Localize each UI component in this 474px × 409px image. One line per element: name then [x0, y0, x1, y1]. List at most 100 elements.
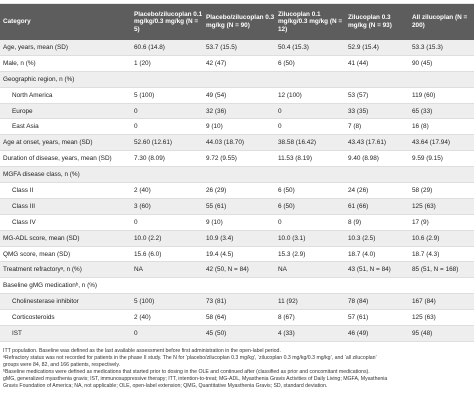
cell-zilucoplan-0-3: 46 (49) [348, 329, 369, 337]
header-zilucoplan-0-3: Zilucoplan 0.3 mg/kg (N = 93) [348, 14, 392, 29]
cell-placebo-zilucoplan-0-1: 3 (60) [134, 202, 151, 210]
cell-zilucoplan-0-1: 11.53 (8.19) [278, 155, 312, 163]
cell-zilucoplan-0-1: 8 (67) [278, 314, 295, 322]
table-row: Age, years, mean (SD) 60.6 (14.8) 53.7 (15… [0, 40, 474, 56]
footnote: ᵃRefractory status was not recorded for … [3, 355, 377, 362]
cell-placebo-zilucoplan-0-3: 42 (50, N = 84) [206, 266, 249, 274]
table-row: MGFA disease class, n (%) [0, 167, 474, 184]
cell-placebo-zilucoplan-0-1: 2 (40) [134, 186, 151, 194]
table-row: Corticosteroids 2 (40) 58 (64) 8 (67) 57 (61… [0, 310, 474, 327]
cell-placebo-zilucoplan-0-1: 0 [134, 329, 138, 337]
table-row: East Asia 0 9 (10) 0 7 (8) 16 (8) [0, 119, 474, 136]
table-header: Category Placebo/zilucoplan 0.1 mg/kg/0.… [0, 4, 474, 40]
cell-zilucoplan-0-1: 38.58 (16.42) [278, 139, 317, 147]
cell-all-zilucoplan: 85 (51, N = 168) [412, 266, 459, 274]
cell-zilucoplan-0-1: 6 (50) [278, 59, 295, 67]
table-row: Duration of disease, years, mean (SD) 7.3… [0, 151, 474, 168]
row-label: IST [12, 329, 22, 337]
cell-zilucoplan-0-3: 61 (66) [348, 202, 369, 210]
table-footnotes: ITT population. Baseline was defined as … [0, 342, 474, 391]
cell-placebo-zilucoplan-0-3: 10.9 (3.4) [206, 234, 234, 242]
cell-all-zilucoplan: 119 (60) [412, 91, 436, 99]
cell-all-zilucoplan: 90 (45) [412, 59, 433, 67]
row-label: Male, n (%) [3, 59, 36, 67]
cell-placebo-zilucoplan-0-3: 19.4 (4.5) [206, 250, 234, 258]
row-label: North America [12, 91, 53, 99]
table-row: Baseline gMG medicationᵇ, n (%) [0, 278, 474, 295]
footnote: ITT population. Baseline was defined as … [3, 347, 281, 354]
cell-placebo-zilucoplan-0-3: 44.03 (18.70) [206, 139, 245, 147]
table-body: Age, years, mean (SD) 60.6 (14.8) 53.7 (15… [0, 40, 474, 342]
cell-zilucoplan-0-1: 50.4 (15.3) [278, 43, 309, 51]
cell-placebo-zilucoplan-0-1: 52.60 (12.61) [134, 139, 173, 147]
cell-zilucoplan-0-3: 41 (44) [348, 59, 369, 67]
row-label: Age, years, mean (SD) [3, 43, 68, 51]
row-label: Corticosteroids [12, 314, 55, 322]
row-label: Treatment refractoryᵃ, n (%) [3, 266, 82, 274]
cell-placebo-zilucoplan-0-3: 9 (10) [206, 218, 223, 226]
row-label: QMG score, mean (SD) [3, 250, 71, 258]
cell-placebo-zilucoplan-0-3: 9 (10) [206, 123, 223, 131]
cell-all-zilucoplan: 17 (9) [412, 218, 429, 226]
cell-zilucoplan-0-3: 8 (9) [348, 218, 362, 226]
cell-placebo-zilucoplan-0-1: 0 [134, 218, 138, 226]
cell-zilucoplan-0-1: NA [278, 266, 287, 274]
cell-placebo-zilucoplan-0-3: 53.7 (15.5) [206, 43, 237, 51]
table-row: QMG score, mean (SD) 15.6 (6.0) 19.4 (4.5)… [0, 247, 474, 263]
row-label: Duration of disease, years, mean (SD) [3, 155, 112, 163]
cell-all-zilucoplan: 43.64 (17.94) [412, 139, 451, 147]
cell-placebo-zilucoplan-0-1: 15.6 (6.0) [134, 250, 162, 258]
header-category: Category [3, 18, 31, 26]
table-row: Europe 0 32 (36) 0 33 (35) 65 (33) [0, 103, 474, 120]
footnote: groups were 84, 82, and 166 patients, re… [3, 362, 120, 369]
cell-placebo-zilucoplan-0-1: NA [134, 266, 143, 274]
cell-placebo-zilucoplan-0-3: 26 (29) [206, 186, 227, 194]
cell-all-zilucoplan: 9.59 (9.15) [412, 155, 443, 163]
cell-zilucoplan-0-3: 57 (61) [348, 314, 369, 322]
cell-zilucoplan-0-1: 0 [278, 107, 282, 115]
cell-zilucoplan-0-3: 52.9 (15.4) [348, 43, 379, 51]
footnote: Gravis Foundation of America; NA, not ap… [3, 383, 328, 390]
table-row: Class III 3 (60) 55 (61) 6 (50) 61 (66) 125 (… [0, 198, 474, 215]
row-label: Geographic region, n (%) [3, 75, 75, 83]
header-all-zilucoplan: All zilucoplan (N = 200) [412, 14, 468, 29]
cell-placebo-zilucoplan-0-1: 1 (20) [134, 59, 151, 67]
cell-placebo-zilucoplan-0-3: 45 (50) [206, 329, 227, 337]
cell-placebo-zilucoplan-0-3: 42 (47) [206, 59, 227, 67]
table-row: Male, n (%) 1 (20) 42 (47) 6 (50) 41 (44) 90 … [0, 56, 474, 72]
cell-all-zilucoplan: 167 (84) [412, 298, 436, 306]
row-label: Class IV [12, 218, 36, 226]
cell-all-zilucoplan: 10.6 (2.9) [412, 234, 440, 242]
cell-zilucoplan-0-1: 4 (33) [278, 329, 295, 337]
table-row: North America 5 (100) 49 (54) 12 (100) 53 (5… [0, 88, 474, 104]
table-row: MG-ADL score, mean (SD) 10.0 (2.2) 10.9 (3… [0, 230, 474, 247]
cell-zilucoplan-0-3: 78 (84) [348, 298, 369, 306]
table-row: Age at onset, years, mean (SD) 52.60 (12.… [0, 135, 474, 152]
cell-all-zilucoplan: 65 (33) [412, 107, 433, 115]
table-row: Class IV 0 9 (10) 0 8 (9) 17 (9) [0, 215, 474, 231]
cell-zilucoplan-0-3: 10.3 (2.5) [348, 234, 376, 242]
previous-content-edge [0, 0, 474, 4]
cell-zilucoplan-0-1: 11 (92) [278, 298, 298, 306]
cell-zilucoplan-0-1: 6 (50) [278, 186, 295, 194]
cell-placebo-zilucoplan-0-1: 10.0 (2.2) [134, 234, 162, 242]
cell-all-zilucoplan: 125 (63) [412, 314, 436, 322]
cell-zilucoplan-0-1: 0 [278, 123, 282, 131]
cell-zilucoplan-0-3: 53 (57) [348, 91, 369, 99]
table-row: Treatment refractoryᵃ, n (%) NA 42 (50, N … [0, 262, 474, 279]
row-label: Europe [12, 107, 33, 115]
row-label: Baseline gMG medicationᵇ, n (%) [3, 282, 98, 290]
footnote: gMG, generalized myasthenia gravis; IST,… [3, 376, 388, 383]
header-zilucoplan-0-1: Zilucoplan 0.1 mg/kg/0.3 mg/kg (N = 12) [278, 10, 343, 33]
cell-all-zilucoplan: 18.7 (4.3) [412, 250, 440, 258]
cell-all-zilucoplan: 125 (63) [412, 202, 436, 210]
table-row: Geographic region, n (%) [0, 71, 474, 88]
cell-placebo-zilucoplan-0-3: 58 (64) [206, 314, 227, 322]
table-row: Class II 2 (40) 26 (29) 6 (50) 24 (26) 58 (29… [0, 183, 474, 199]
cell-zilucoplan-0-1: 6 (50) [278, 202, 295, 210]
header-placebo-zilucoplan-0-1: Placebo/zilucoplan 0.1 mg/kg/0.3 mg/kg (… [134, 10, 203, 33]
cell-all-zilucoplan: 53.3 (15.3) [412, 43, 443, 51]
cell-zilucoplan-0-3: 7 (8) [348, 123, 362, 131]
cell-zilucoplan-0-3: 18.7 (4.0) [348, 250, 376, 258]
